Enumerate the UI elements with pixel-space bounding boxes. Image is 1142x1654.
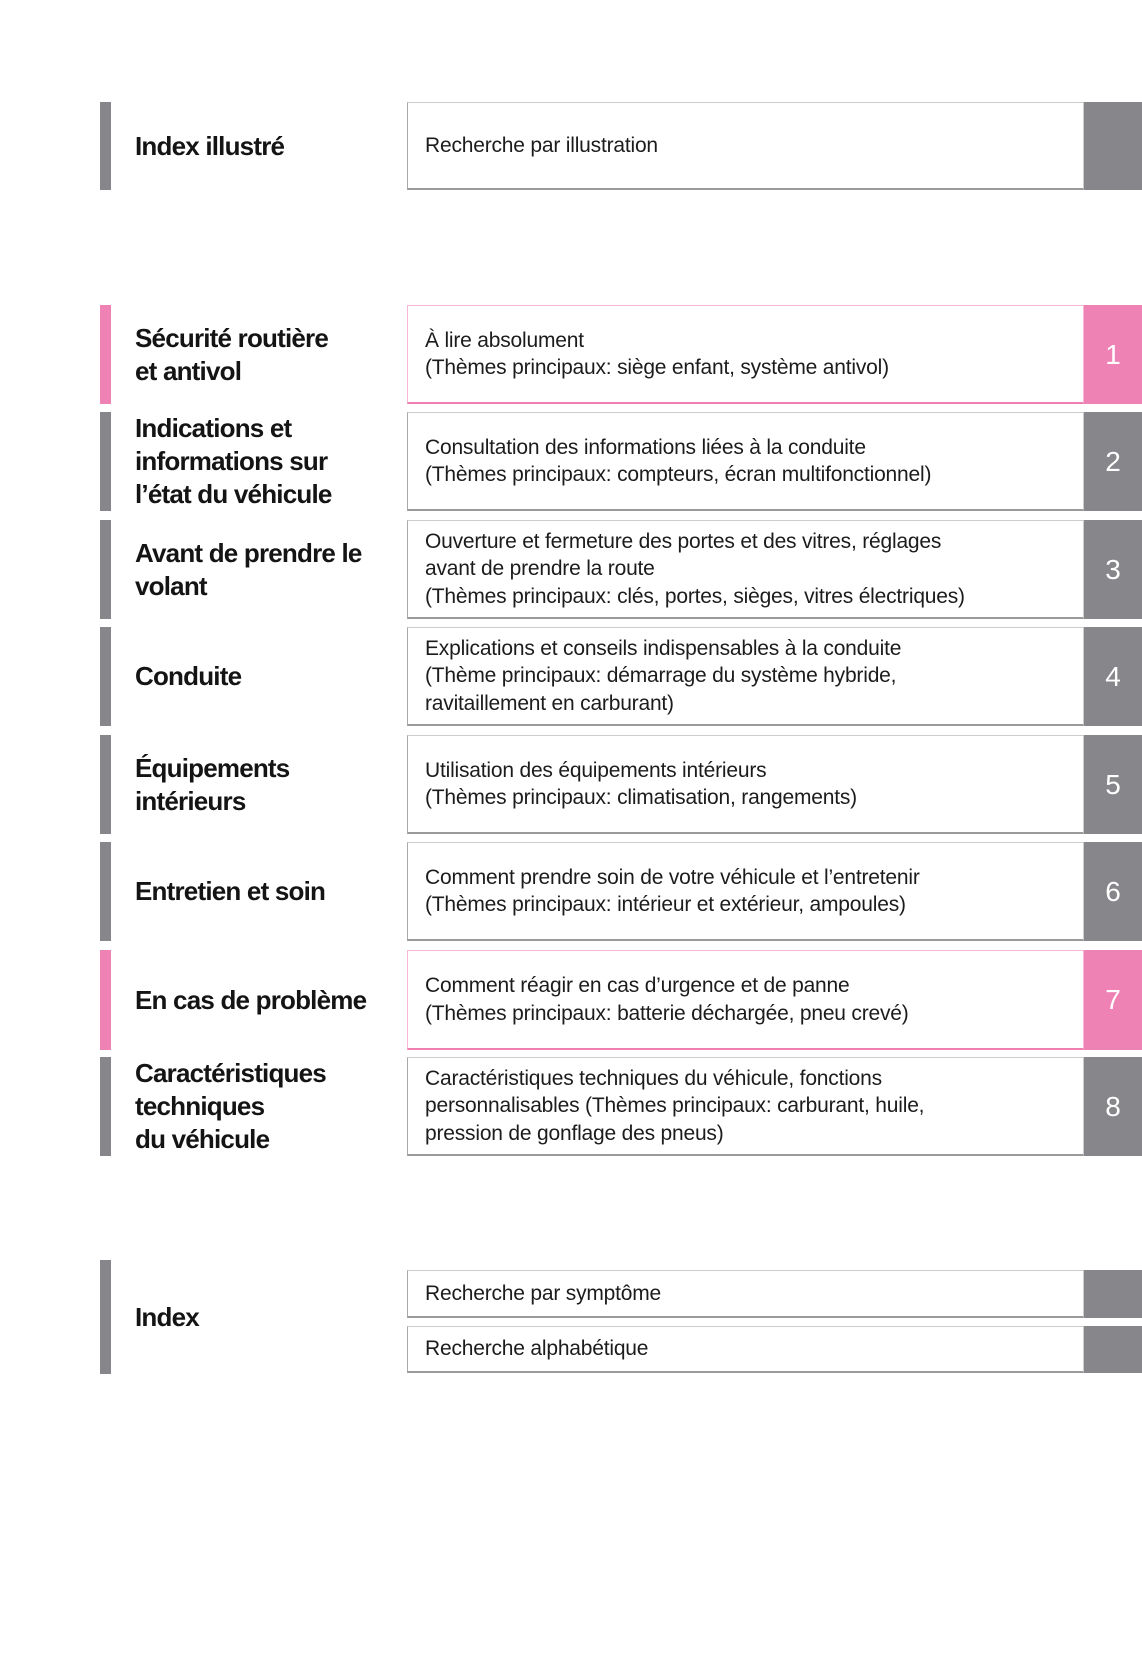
chapter-number-tab: 5 [1084,735,1142,834]
chapter-number: 4 [1105,660,1121,692]
section-description: Explications et conseils indispensables … [425,636,902,715]
accent-bar [100,1260,111,1374]
section-description: Recherche par illustration [425,133,658,157]
accent-bar [100,102,111,190]
accent-bar [100,950,111,1050]
chapter-number: 3 [1105,553,1121,585]
section-label: Indications et informations sur l’état d… [135,413,332,509]
accent-bar [100,842,111,941]
section-label: Index [135,1301,200,1332]
section-description: Recherche alphabétique [425,1337,649,1361]
chapter-number-tab: 4 [1084,627,1142,726]
row-index-symptome: Recherche par symptôme [0,1270,1142,1318]
description-box: Consultation des informations liées à la… [407,412,1084,511]
section-label: Sécurité routière et antivol [135,322,329,386]
section-label: Entretien et soin [135,876,326,906]
row-index-alphabetique: Recherche alphabétique [0,1326,1142,1373]
section-description: Ouverture et fermeture des portes et des… [425,529,965,608]
section-label: Conduite [135,661,242,691]
section-description: Utilisation des équipements intérieurs (… [425,758,857,810]
chapter-number-tab: 8 [1084,1057,1142,1156]
chapter-number-tab: 6 [1084,842,1142,941]
section-description: Comment prendre soin de votre véhicule e… [425,865,920,917]
chapter-number-tab: 1 [1084,305,1142,404]
row-section-7: En cas de problème Comment réagir en cas… [0,950,1142,1050]
section-description: Comment réagir en cas d’urgence et de pa… [425,974,909,1025]
section-description: Consultation des informations liées à la… [425,435,932,487]
description-box: Comment prendre soin de votre véhicule e… [407,842,1084,941]
chapter-number: 5 [1105,768,1121,800]
section-label: Index illustré [135,130,285,161]
accent-bar [100,735,111,834]
description-box: À lire absolument (Thèmes principaux: si… [407,305,1084,404]
section-description: Recherche par symptôme [425,1281,662,1305]
row-section-3: Avant de prendre le volant Ouverture et … [0,520,1142,619]
chapter-number: 2 [1105,445,1121,477]
edge-tab [1084,102,1142,190]
chapter-number-tab: 3 [1084,520,1142,619]
description-box: Comment réagir en cas d’urgence et de pa… [407,950,1084,1050]
section-label: Avant de prendre le volant [135,537,362,601]
edge-tab [1084,1270,1142,1318]
chapter-number: 6 [1105,875,1121,907]
edge-tab [1084,1326,1142,1373]
row-section-6: Entretien et soin Comment prendre soin d… [0,842,1142,941]
row-section-4: Conduite Explications et conseils indisp… [0,627,1142,726]
section-label: Caractéristiques techniques du véhicule [135,1058,327,1154]
accent-bar [100,627,111,726]
section-description: À lire absolument (Thèmes principaux: si… [425,328,889,380]
accent-bar [100,1057,111,1156]
accent-bar [100,412,111,511]
section-label: En cas de problème [135,984,367,1015]
row-index-illustre: Index illustré Recherche par illustratio… [0,102,1142,190]
description-box: Explications et conseils indispensables … [407,627,1084,726]
description-box: Ouverture et fermeture des portes et des… [407,520,1084,619]
row-section-2: Indications et informations sur l’état d… [0,412,1142,511]
chapter-number-tab: 2 [1084,412,1142,511]
section-description: Caractéristiques techniques du véhicule,… [425,1066,925,1145]
chapter-number: 8 [1105,1090,1121,1122]
row-section-1: Sécurité routière et antivol À lire abso… [0,305,1142,404]
description-box: Caractéristiques techniques du véhicule,… [407,1057,1084,1156]
row-section-8: Caractéristiques techniques du véhicule … [0,1057,1142,1156]
description-box: Recherche alphabétique [407,1326,1084,1373]
accent-bar [100,520,111,619]
section-label: Équipements intérieurs [135,752,290,816]
accent-bar [100,305,111,404]
chapter-number: 1 [1105,338,1121,370]
row-section-5: Équipements intérieurs Utilisation des é… [0,735,1142,834]
description-box: Recherche par illustration [407,102,1084,190]
description-box: Recherche par symptôme [407,1270,1084,1318]
chapter-number: 7 [1105,984,1121,1015]
chapter-number-tab: 7 [1084,950,1142,1050]
description-box: Utilisation des équipements intérieurs (… [407,735,1084,834]
